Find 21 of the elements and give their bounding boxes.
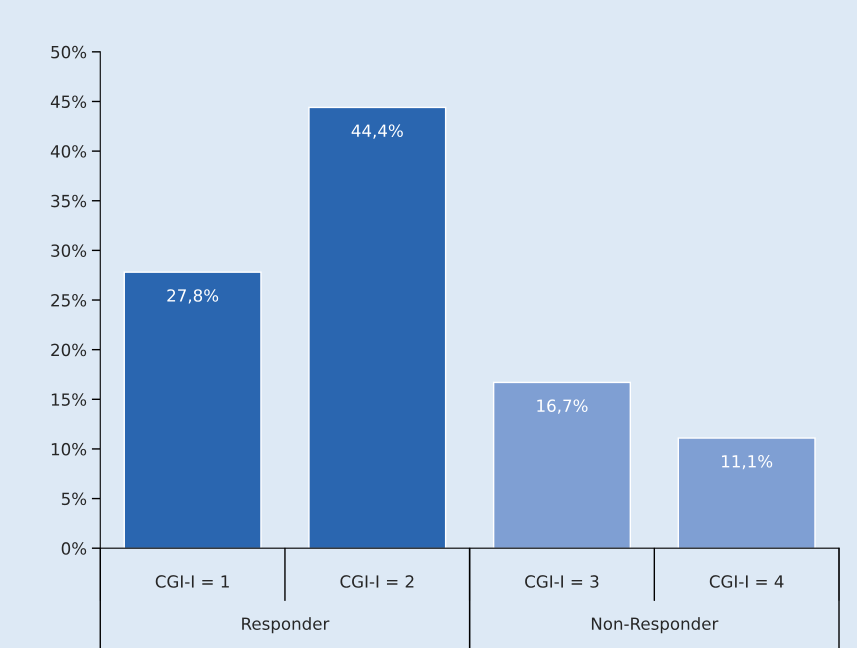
y-tick-label: 45%	[50, 95, 86, 108]
y-tick-label: 40%	[50, 145, 86, 158]
data-label: 11,1%	[722, 454, 772, 470]
y-tick-label: 5%	[62, 492, 86, 506]
text: Responder	[242, 617, 330, 634]
data-label: 44,4%	[352, 124, 403, 139]
text: Non-Responder	[592, 617, 718, 634]
y-tick-label: 15%	[52, 393, 86, 406]
data-label: 27,8%	[167, 289, 218, 304]
y-tick-label: 25%	[51, 294, 86, 307]
x-tick-label: CGI-I = 2	[340, 575, 414, 588]
x-tick-label: CGI-I = 4	[710, 575, 784, 588]
y-tick-label: 30%	[51, 244, 86, 257]
data-label: 16,7%	[537, 399, 588, 414]
y-tick-label: 0%	[62, 542, 86, 555]
y-tick-label: 10%	[52, 442, 86, 456]
x-tick-label: CGI-I = 1	[156, 575, 229, 588]
y-tick-label: 35%	[51, 194, 86, 208]
x-tick-label: CGI-I = 3	[525, 575, 598, 588]
y-tick-label: 20%	[51, 344, 86, 356]
y-tick-label: 50%	[51, 46, 86, 58]
